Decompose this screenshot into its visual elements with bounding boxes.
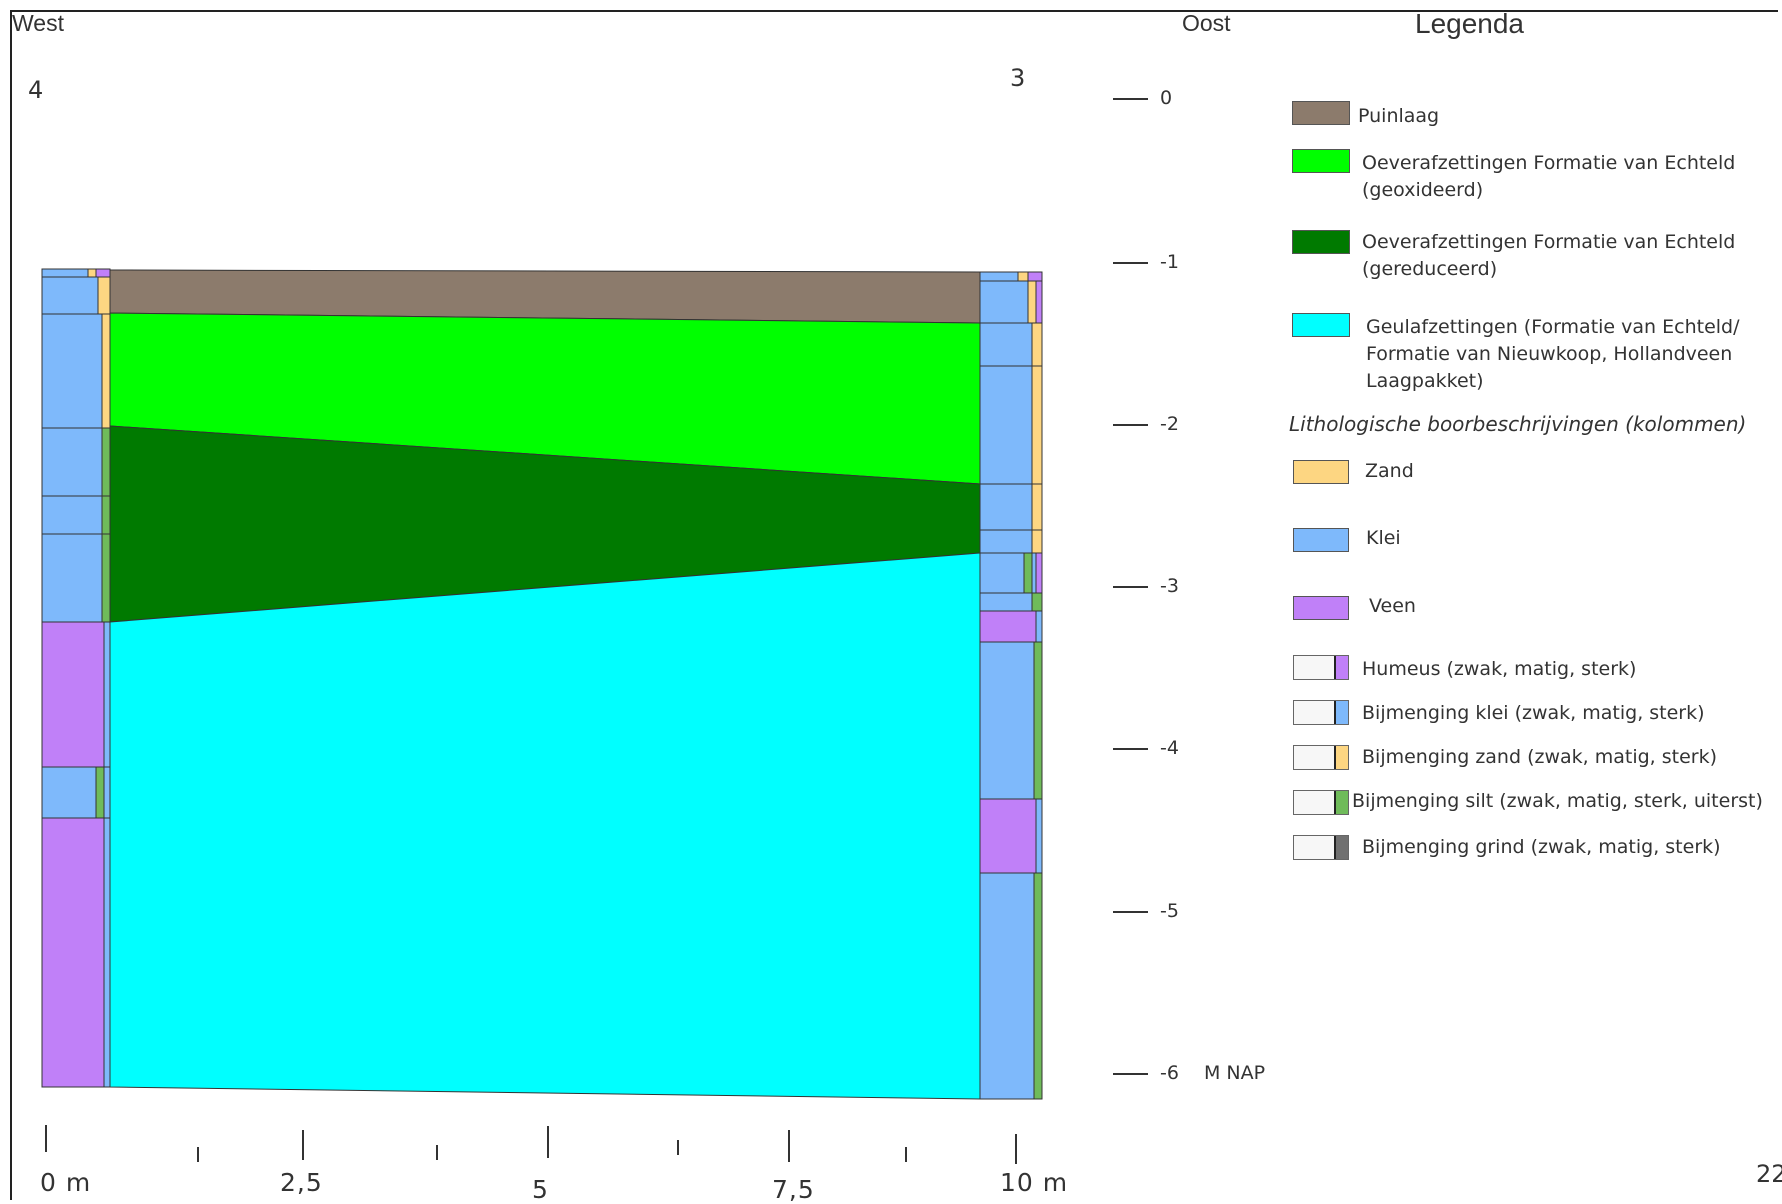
figure-frame xyxy=(10,10,1778,1200)
legend-swatch-veen xyxy=(1293,596,1349,620)
legend-swatch-oever-geoxideerd xyxy=(1292,149,1350,173)
depth-label-6: -6 xyxy=(1160,1062,1179,1084)
legend-swatch-geulafzettingen xyxy=(1292,313,1350,337)
depth-axis-ticks xyxy=(1113,98,1148,1075)
legend-label-puinlaag: Puinlaag xyxy=(1358,105,1440,127)
distance-label-5: 5 xyxy=(532,1175,549,1204)
legend-label-veen: Veen xyxy=(1369,595,1416,617)
legend-swatch-bijmenging-klei xyxy=(1293,700,1349,725)
distance-axis-ticks xyxy=(45,1125,1017,1164)
depth-label-2: -2 xyxy=(1160,413,1179,435)
unit-geulafzettingen xyxy=(109,552,981,1100)
legend-swatch-klei xyxy=(1293,528,1349,552)
depth-label-4: -4 xyxy=(1160,737,1179,759)
legend-swatch-oever-gereduceerd xyxy=(1292,230,1350,254)
legend-label-zand: Zand xyxy=(1365,460,1414,482)
east-label: Oost xyxy=(1182,10,1231,36)
depth-label-1: -1 xyxy=(1160,251,1179,273)
distance-label-10: 10 m xyxy=(1000,1168,1069,1197)
legend-label-bijmenging-klei: Bijmenging klei (zwak, matig, sterk) xyxy=(1362,702,1705,724)
legend-label-oever-geoxideerd: Oeverafzettingen Formatie van Echteld (g… xyxy=(1362,152,1736,201)
borehole-number-west: 4 xyxy=(28,76,44,104)
legend-swatch-bijmenging-grind xyxy=(1293,835,1349,860)
legend-litho-heading: Lithologische boorbeschrijvingen (kolomm… xyxy=(1289,412,1747,436)
borehole-number-east: 3 xyxy=(1010,64,1026,92)
west-label: West xyxy=(12,10,64,36)
depth-unit-label: M NAP xyxy=(1204,1062,1266,1084)
borehole-column-4 xyxy=(41,268,111,1088)
page-number: 22 xyxy=(1756,1160,1782,1188)
legend-label-oever-gereduceerd: Oeverafzettingen Formatie van Echteld (g… xyxy=(1362,231,1736,280)
distance-label-0: 0 m xyxy=(40,1168,92,1197)
borehole-column-3 xyxy=(979,271,1043,1100)
legend-swatch-bijmenging-zand xyxy=(1293,745,1349,770)
distance-label-7-5: 7,5 xyxy=(772,1175,815,1204)
legend-swatch-humeus xyxy=(1293,655,1349,680)
legend-label-bijmenging-zand: Bijmenging zand (zwak, matig, sterk) xyxy=(1362,746,1718,768)
distance-label-2-5: 2,5 xyxy=(280,1168,323,1197)
legend-swatch-puinlaag xyxy=(1292,101,1350,125)
legend-title: Legenda xyxy=(1415,8,1525,39)
legend-label-bijmenging-grind: Bijmenging grind (zwak, matig, sterk) xyxy=(1362,836,1721,858)
legend-label-humeus: Humeus (zwak, matig, sterk) xyxy=(1362,658,1637,680)
depth-label-3: -3 xyxy=(1160,575,1179,597)
legend-label-geulafzettingen: Geulafzettingen (Formatie van Echteld/ F… xyxy=(1366,316,1740,392)
legend-swatch-zand xyxy=(1293,460,1349,484)
legend-label-klei: Klei xyxy=(1366,527,1401,549)
depth-label-5: -5 xyxy=(1160,900,1179,922)
depth-label-0: 0 xyxy=(1160,87,1173,109)
legend-swatch-bijmenging-silt xyxy=(1293,790,1349,815)
legend-label-bijmenging-silt: Bijmenging silt (zwak, matig, sterk, uit… xyxy=(1352,790,1763,812)
